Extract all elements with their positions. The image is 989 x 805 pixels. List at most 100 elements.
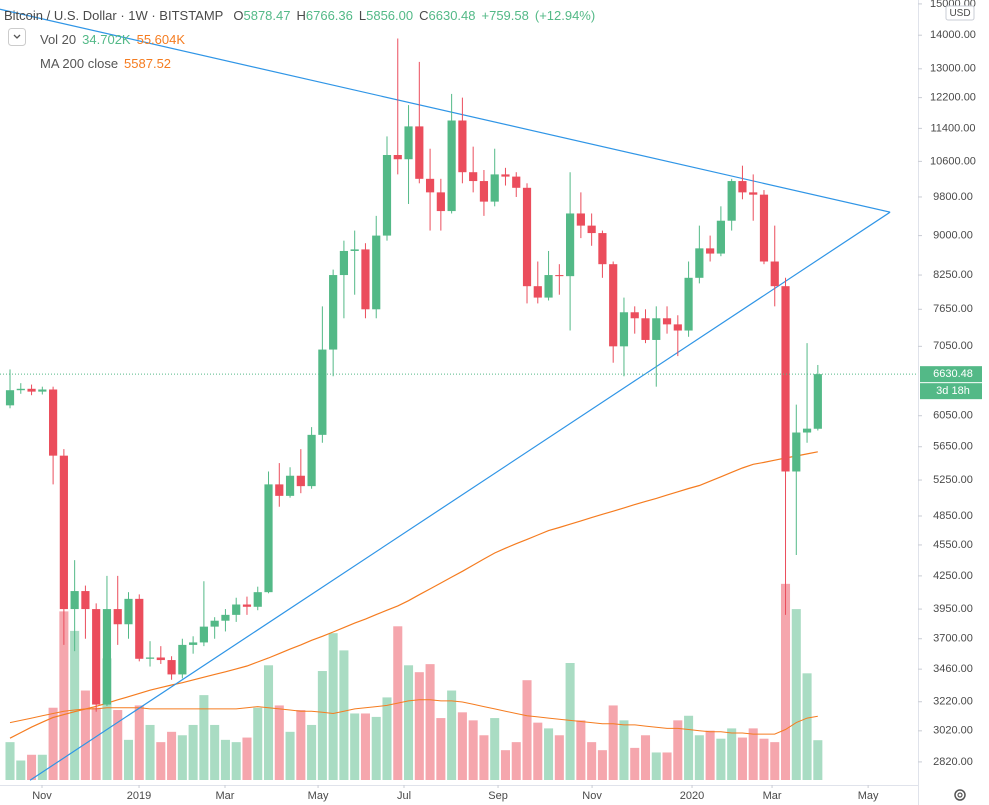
volume-bar	[5, 742, 15, 780]
candle-body	[92, 609, 101, 705]
candle-body	[544, 275, 553, 298]
candle-body	[167, 660, 176, 675]
collapse-toggle[interactable]	[8, 28, 26, 46]
volume-bar	[780, 583, 791, 780]
candle-body	[350, 249, 359, 251]
plot-area	[0, 8, 918, 781]
countdown-label: 3d 18h	[936, 385, 970, 397]
candle-body	[598, 233, 607, 265]
volume-bar	[382, 697, 392, 780]
x-tick-label: Sep	[488, 790, 508, 802]
volume-bar	[490, 718, 500, 780]
y-tick-label: 7050.00	[933, 340, 973, 352]
x-tick-label: Nov	[32, 790, 52, 802]
y-tick-label: 7650.00	[933, 303, 973, 315]
volume-bar	[727, 728, 737, 780]
candle-body	[652, 318, 661, 340]
volume-bar	[167, 731, 177, 780]
y-tick-label: 11400.00	[930, 122, 975, 134]
candle-body	[38, 389, 47, 392]
volume-bar	[554, 735, 564, 780]
y-tick-label: 8250.00	[933, 269, 973, 281]
x-tick-label: May	[858, 790, 879, 802]
x-tick-label: Jul	[397, 790, 411, 802]
candle-body	[5, 390, 15, 406]
candle-body	[49, 389, 58, 456]
trendline	[29, 211, 891, 781]
change: +759.58	[481, 8, 529, 23]
trendline	[0, 8, 891, 213]
price-axis[interactable]: 2820.00 3020.00 3220.00 3460.00 3700.00 3950.…	[918, 0, 982, 768]
volume-bar	[511, 742, 521, 780]
candle-body	[253, 592, 262, 607]
y-tick-label: 2820.00	[933, 756, 973, 768]
x-tick-label: 2019	[127, 790, 151, 802]
candle-body	[727, 181, 736, 221]
ohlc-name: H	[296, 8, 306, 23]
volume-bar	[199, 695, 209, 780]
candle-body	[135, 598, 144, 659]
volume-bar	[177, 735, 187, 780]
y-tick-label: 13000.00	[930, 63, 976, 75]
volume-name[interactable]: Vol 20	[40, 32, 77, 47]
candle-body	[59, 455, 68, 610]
volume-bar	[91, 707, 101, 780]
y-tick-label: 5250.00	[933, 474, 973, 486]
candle-body	[232, 604, 241, 615]
y-tick-label: 3220.00	[933, 696, 973, 708]
candle-body	[199, 626, 208, 643]
volume-bar	[447, 690, 457, 780]
ma-name[interactable]: MA 200 close	[40, 56, 119, 71]
candle-body	[307, 434, 316, 487]
y-tick-label: 3700.00	[933, 633, 973, 645]
y-tick-label: 5650.00	[933, 441, 973, 453]
volume-ma-value: 55.604K	[136, 32, 186, 47]
volume-bar	[791, 609, 801, 780]
symbol-title[interactable]: Bitcoin / U.S. Dollar · 1W · BITSTAMP	[4, 8, 224, 23]
candle-body	[706, 248, 715, 254]
candle-body	[264, 484, 273, 593]
volume-bar	[59, 611, 69, 780]
candle-body	[458, 120, 467, 173]
candle-body	[145, 657, 155, 659]
candle-body	[630, 312, 639, 319]
volume-bar	[285, 731, 295, 780]
y-tick-label: 3460.00	[933, 663, 973, 675]
candle-body	[695, 248, 704, 278]
candle-body	[124, 598, 133, 625]
volume-bar	[242, 737, 252, 780]
candle-body	[404, 126, 413, 160]
candle-body	[393, 155, 402, 160]
volume-bar	[608, 705, 618, 780]
candle-body	[587, 225, 596, 234]
ohlc-value: 5878.47	[243, 8, 291, 23]
volume-bar	[684, 715, 694, 780]
volume-bar	[145, 724, 155, 780]
candle-body	[662, 318, 672, 325]
candle-body	[684, 277, 693, 331]
settings-icon[interactable]	[954, 789, 966, 801]
candle-body	[609, 264, 618, 347]
volume-bar	[274, 705, 284, 780]
y-tick-label: 3950.00	[933, 603, 973, 615]
currency-badge	[945, 5, 975, 21]
candle-body	[447, 120, 456, 212]
volume-bar	[533, 722, 543, 780]
candle-body	[716, 220, 725, 254]
candle-body	[512, 176, 521, 188]
candle-body	[156, 657, 165, 661]
candle-body	[113, 609, 122, 625]
volume-bar	[123, 739, 134, 780]
candle-body	[555, 275, 564, 277]
last-price-label: 6630.48	[933, 368, 973, 380]
volume-bar	[673, 720, 683, 780]
candle-body	[490, 174, 499, 202]
candle-body	[210, 620, 219, 627]
volume-bar	[156, 742, 166, 780]
volume-bar	[565, 663, 575, 780]
candle-body	[27, 388, 36, 392]
candle-body	[425, 178, 435, 193]
volume-bar	[113, 710, 123, 780]
